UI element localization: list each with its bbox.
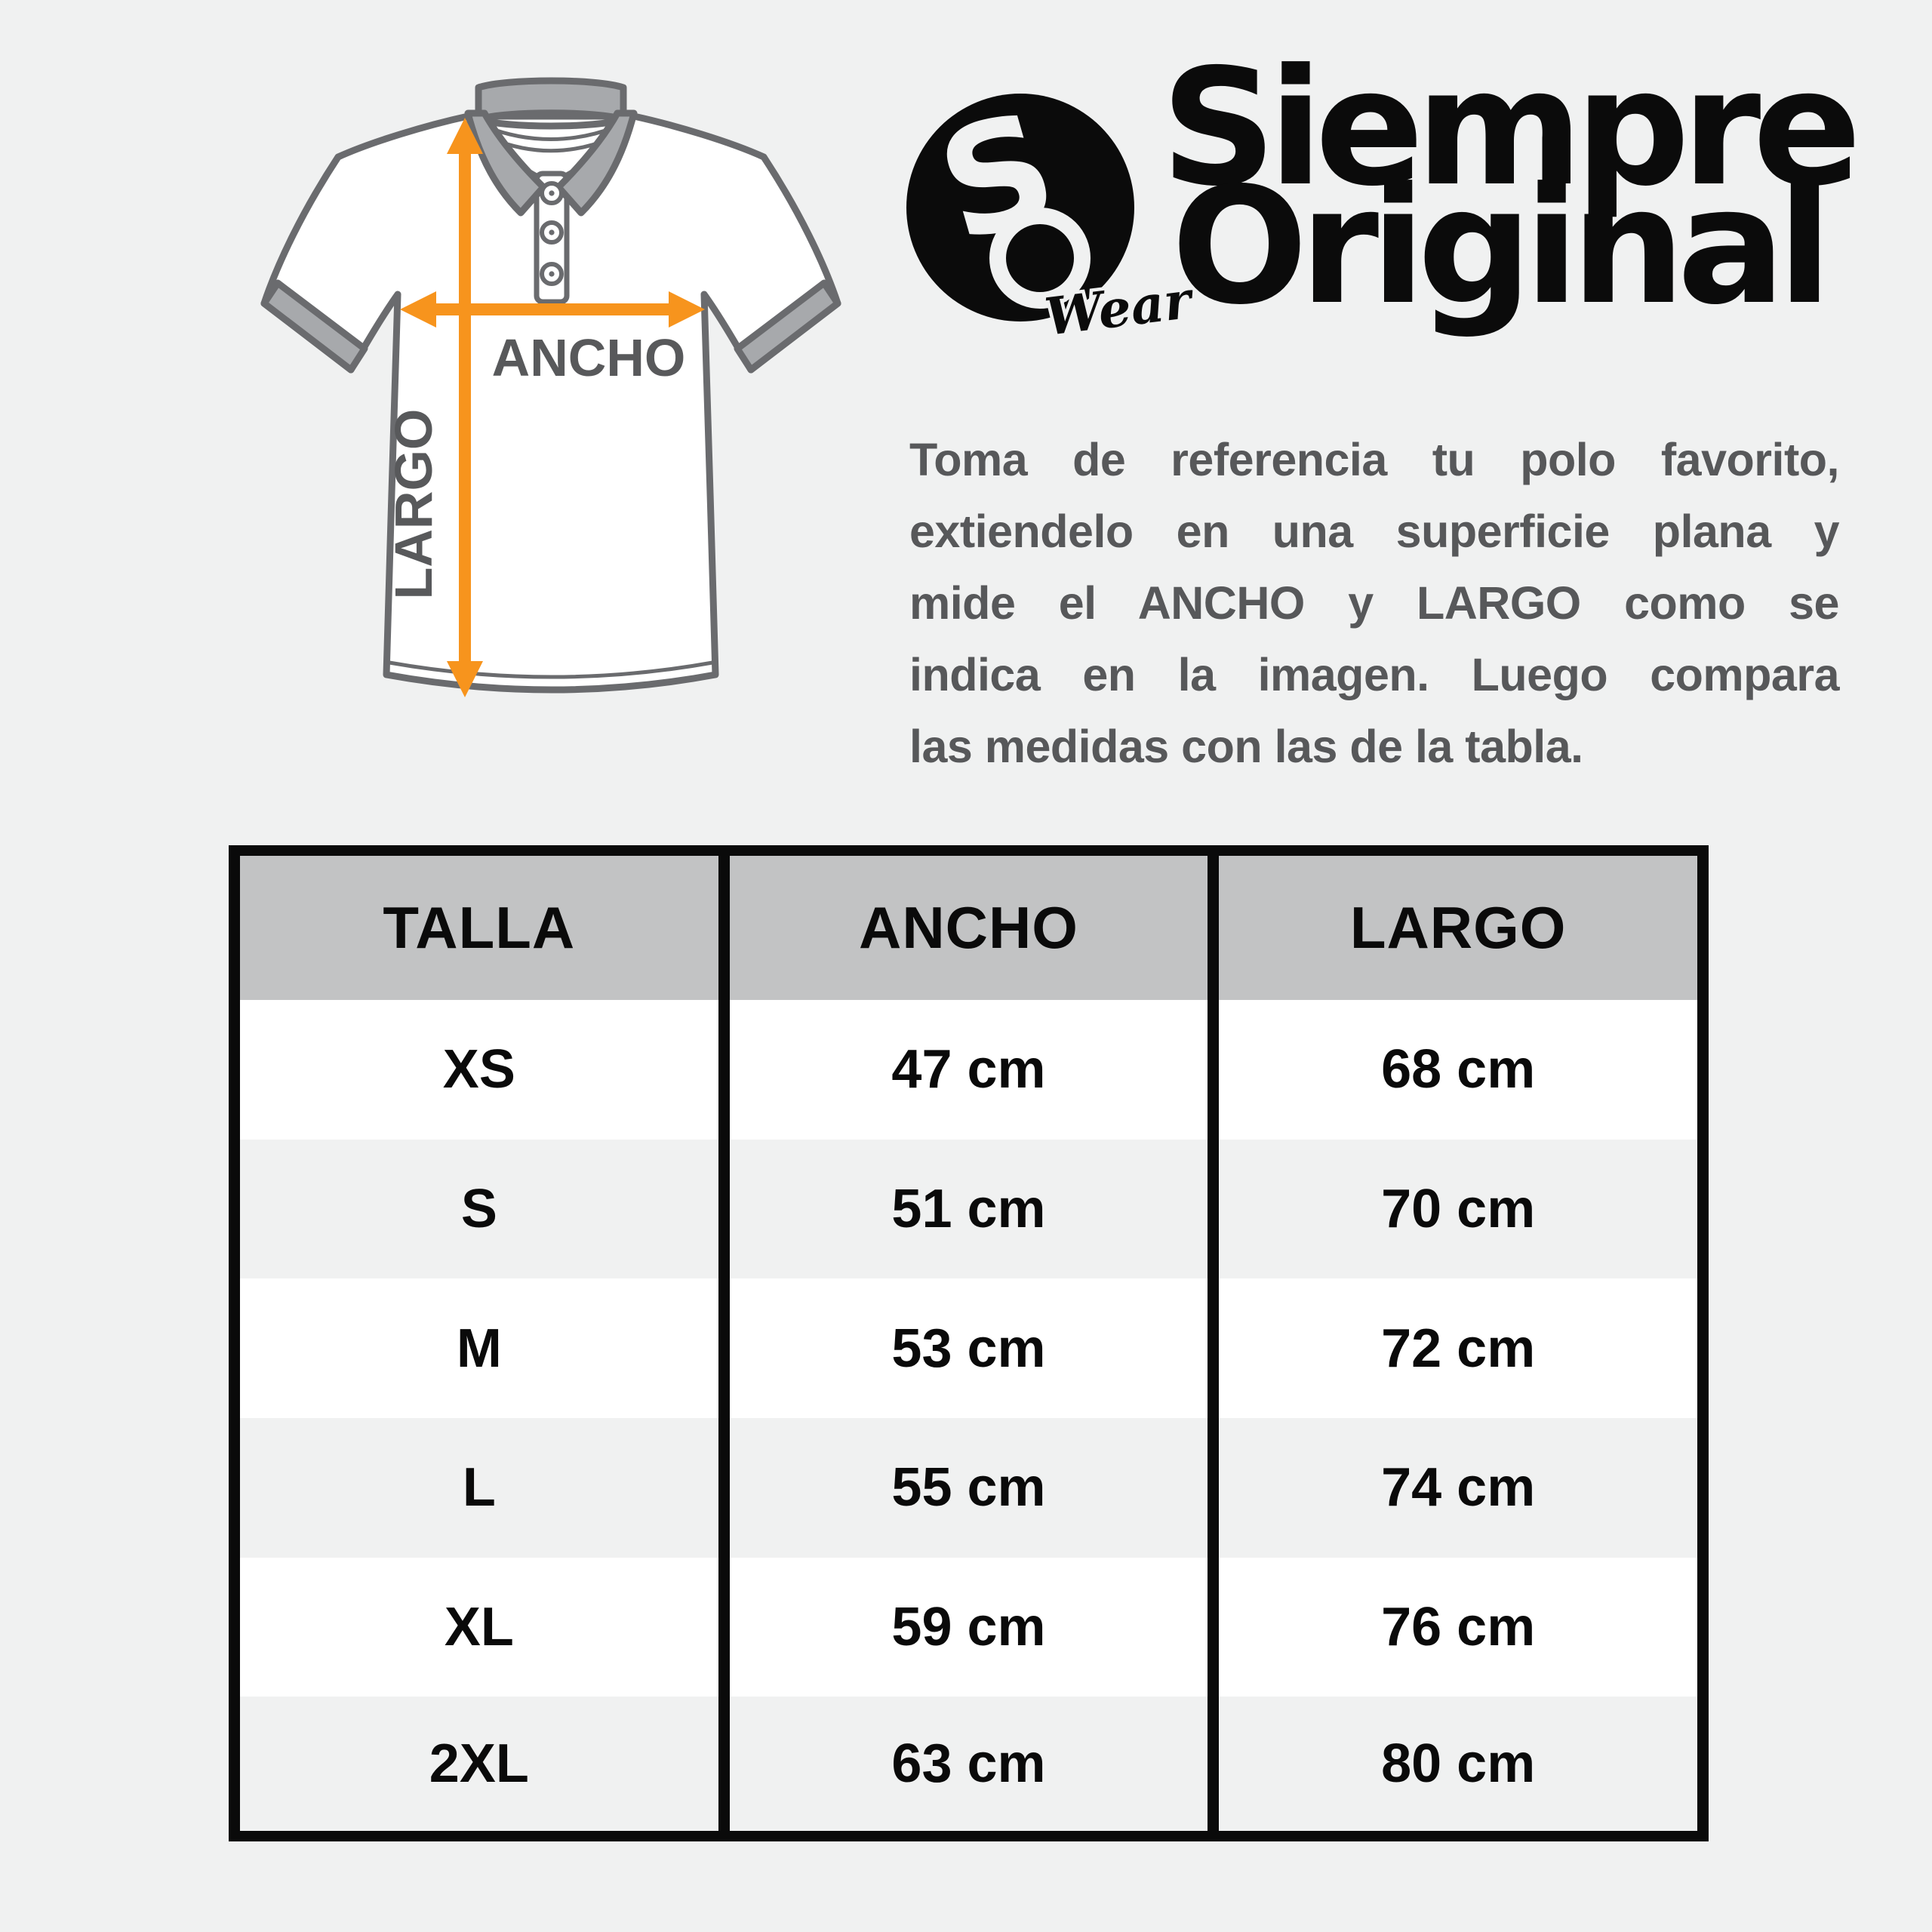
instructions-line: indica en la imagen. Luego compara	[909, 649, 1840, 700]
cell-ancho: 51 cm	[718, 1139, 1220, 1279]
left-cuff	[260, 279, 368, 374]
cell-largo: 68 cm	[1208, 1000, 1709, 1140]
size-table-header-row: TALLA ANCHO LARGO	[229, 851, 1709, 1000]
cell-largo: 76 cm	[1208, 1557, 1709, 1697]
header-largo: LARGO	[1208, 851, 1709, 1000]
cell-largo: 80 cm	[1208, 1697, 1709, 1836]
table-row: M 53 cm 72 cm	[229, 1278, 1709, 1418]
cell-talla: L	[229, 1417, 730, 1558]
hem-stitch-line	[387, 660, 715, 679]
header-ancho: ANCHO	[718, 851, 1220, 1000]
cell-largo: 72 cm	[1208, 1278, 1709, 1418]
cell-ancho: 63 cm	[718, 1697, 1220, 1836]
collar-flap-right	[555, 109, 638, 217]
length-arrow-label: LARGO	[384, 409, 443, 600]
instructions-line: mide el ANCHO y LARGO como se	[909, 577, 1840, 629]
size-table: TALLA ANCHO LARGO XS 47 cm 68 cm S 51 cm…	[229, 845, 1709, 1841]
table-row: XS 47 cm 68 cm	[229, 1000, 1709, 1140]
brand-name-line1: Siempre	[1161, 35, 1862, 222]
cell-ancho: 55 cm	[718, 1417, 1220, 1558]
table-row: XL 59 cm 76 cm	[229, 1557, 1709, 1697]
instructions-line: Toma de referencia tu polo favorito,	[909, 434, 1840, 485]
table-row: L 55 cm 74 cm	[229, 1417, 1709, 1558]
polo-shirt-diagram: ANCHO LARGO	[260, 77, 841, 697]
cell-talla: M	[229, 1278, 730, 1418]
instructions-line: extiendelo en una superficie plana y	[909, 506, 1840, 557]
cell-talla: XS	[229, 1000, 730, 1140]
instructions-line: las medidas con las de la tabla.	[909, 721, 1583, 772]
cell-talla: 2XL	[229, 1697, 730, 1836]
neck-seam-1	[484, 125, 618, 141]
header-talla: TALLA	[229, 851, 730, 1000]
brand-name-line2: Original	[1171, 153, 1832, 340]
brand-name: Siempre Original	[1161, 35, 1862, 340]
cell-largo: 70 cm	[1208, 1139, 1709, 1279]
button-dots	[549, 190, 555, 277]
shirt-body	[260, 112, 841, 694]
cell-ancho: 59 cm	[718, 1557, 1220, 1697]
instructions-paragraph: Toma de referencia tu polo favorito, ext…	[909, 424, 1840, 783]
cell-ancho: 53 cm	[718, 1278, 1220, 1418]
right-cuff	[734, 279, 841, 374]
cell-talla: S	[229, 1139, 730, 1279]
width-arrow-label: ANCHO	[492, 328, 686, 387]
table-row: 2XL 63 cm 80 cm	[229, 1697, 1709, 1836]
collar-band	[475, 77, 627, 123]
measure-arrows	[400, 118, 705, 697]
cell-talla: XL	[229, 1557, 730, 1697]
cell-ancho: 47 cm	[718, 1000, 1220, 1140]
table-row: S 51 cm 70 cm	[229, 1139, 1709, 1279]
cell-largo: 74 cm	[1208, 1417, 1709, 1558]
logo-letter-o-ring	[989, 208, 1091, 309]
brand-logo: S Wear	[906, 85, 1196, 351]
